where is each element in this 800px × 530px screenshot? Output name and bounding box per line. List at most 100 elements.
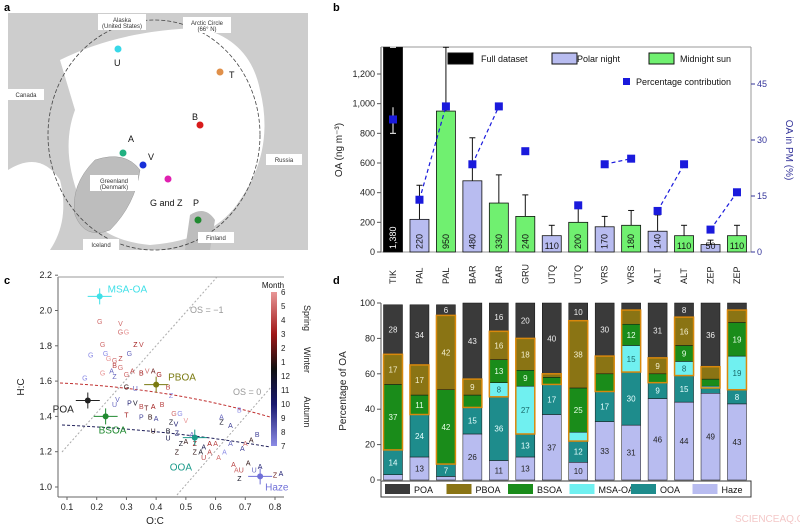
scatter-point-g: G: [118, 365, 123, 372]
segment-label: 17: [415, 376, 424, 385]
factor-markers: MSA-OA PBOA POA BSOA OOA Haze: [53, 284, 289, 493]
site-marker: [164, 175, 172, 183]
legend-label: OOA: [660, 485, 680, 495]
segment-label: 15: [680, 385, 689, 394]
scatter-point-a: A: [228, 441, 233, 448]
scatter-point-p: P: [139, 414, 144, 421]
panel-label-c: c: [4, 275, 10, 287]
scatter-point-a: A: [184, 439, 189, 446]
panel-label-a: a: [4, 2, 11, 14]
map-label-canada: Canada: [15, 93, 37, 99]
segment-bsoa: [647, 373, 668, 383]
site-marker: [216, 68, 224, 76]
percentage-marker: [494, 102, 503, 111]
y-tick-label: 400: [360, 188, 375, 198]
scatter-point-g: G: [156, 372, 161, 379]
season-label: Winter: [302, 347, 312, 373]
segment-label: 24: [415, 432, 424, 441]
segment-label: 27: [521, 406, 530, 415]
scatter-point-z: Z: [175, 430, 180, 437]
segment-pboa: [700, 366, 721, 380]
colorbar-tick-label: 11: [281, 386, 290, 395]
segment-label: 12: [574, 448, 583, 457]
segment-label: 34: [415, 331, 424, 340]
bar-tik: [383, 46, 403, 253]
percentage-marker: [680, 160, 689, 169]
segment-label: 10: [574, 308, 583, 317]
percentage-marker: [521, 147, 530, 156]
scatter-point-u: U: [201, 455, 206, 462]
y-tick-label: 200: [360, 217, 375, 227]
scatter-point-g: G: [177, 411, 182, 418]
scatter-point-v: V: [139, 342, 144, 349]
segment-label: 31: [653, 326, 662, 335]
biogenic-outline: [462, 378, 483, 409]
legend-swatch: [692, 484, 718, 494]
legend-label: POA: [414, 485, 433, 495]
site-label: G and Z: [150, 198, 183, 208]
scatter-point-u: U: [252, 467, 257, 474]
os-label: OS = −1: [190, 305, 224, 315]
colorbar-tick-label: 6: [281, 288, 286, 297]
y-tick-label: 40: [365, 404, 375, 414]
percentage-marker: [389, 115, 397, 124]
site-label: U: [114, 58, 121, 68]
factor-marker-haze: [257, 473, 264, 480]
colorbar-tick-label: 12: [281, 372, 290, 381]
segment-label: 8: [497, 386, 502, 395]
segment-pboa: [621, 309, 641, 325]
segment-pboa: [594, 355, 615, 375]
bar-value-label: 200: [573, 234, 583, 249]
y2-axis-label: OA in PM (%): [783, 120, 794, 181]
watermark: SCIENCEAQ.COM: [735, 514, 800, 525]
segment-poa: [727, 302, 747, 311]
scatter-point-z: Z: [169, 393, 174, 400]
scatter-point-z: Z: [112, 374, 117, 381]
factor-marker-ooa: [191, 434, 198, 441]
site-marker: [196, 121, 204, 129]
factor-label-bsoa: BSOA: [99, 425, 127, 436]
x-tick-label: 0.7: [239, 502, 252, 512]
map-panel: Alaska(United States) Arctic Circle(66° N…: [8, 13, 308, 251]
factor-label-poa: POA: [53, 405, 74, 416]
y2-tick-label: 45: [757, 79, 767, 89]
factor-label-msa-oa: MSA-OA: [108, 284, 148, 295]
map-label-box: [90, 175, 138, 191]
map-label-greenland2: (Denmark): [100, 185, 128, 191]
x-tick-label: 0.8: [269, 502, 282, 512]
bar-value-label: 180: [626, 234, 636, 249]
segment-label: 46: [653, 435, 662, 444]
segment-label: 30: [627, 395, 636, 404]
legend-swatch: [446, 484, 472, 494]
percentage-link: [471, 106, 500, 165]
segment-label: 14: [389, 458, 398, 467]
y-tick-label: 0: [370, 475, 375, 485]
x-tick-label: 0.4: [150, 502, 163, 512]
segment-label: 16: [680, 327, 689, 336]
scatter-point-b: B: [112, 363, 117, 370]
segment-label: 9: [655, 387, 660, 396]
segment-label: 20: [521, 317, 530, 326]
y2-tick-label: 15: [757, 191, 767, 201]
segment-label: 13: [494, 367, 503, 376]
segment-label: 7: [444, 466, 449, 475]
biogenic-outline: [647, 357, 668, 384]
legend-swatch: [551, 52, 578, 65]
scatter-point-a: A: [198, 450, 203, 457]
scatter-point-g: G: [127, 351, 132, 358]
factor-label-ooa: OOA: [170, 463, 193, 474]
factor-marker-msa-oa: [96, 293, 103, 300]
map-label-box: [98, 14, 146, 30]
factor-marker-pboa: [153, 381, 160, 388]
segment-msa-oa: [568, 431, 588, 442]
map-label-finland: Finland: [206, 236, 226, 242]
scatter-point-v: V: [133, 400, 138, 407]
scatter-point-g: G: [82, 376, 87, 383]
scatter-point-g: G: [118, 330, 123, 337]
segment-ooa: [700, 387, 721, 394]
segment-label: 6: [444, 306, 449, 315]
scatter-point-z: Z: [175, 450, 180, 457]
y-tick-label: 0: [370, 247, 375, 257]
scatter-point-t: T: [124, 413, 129, 420]
segment-label: 8: [682, 364, 687, 373]
